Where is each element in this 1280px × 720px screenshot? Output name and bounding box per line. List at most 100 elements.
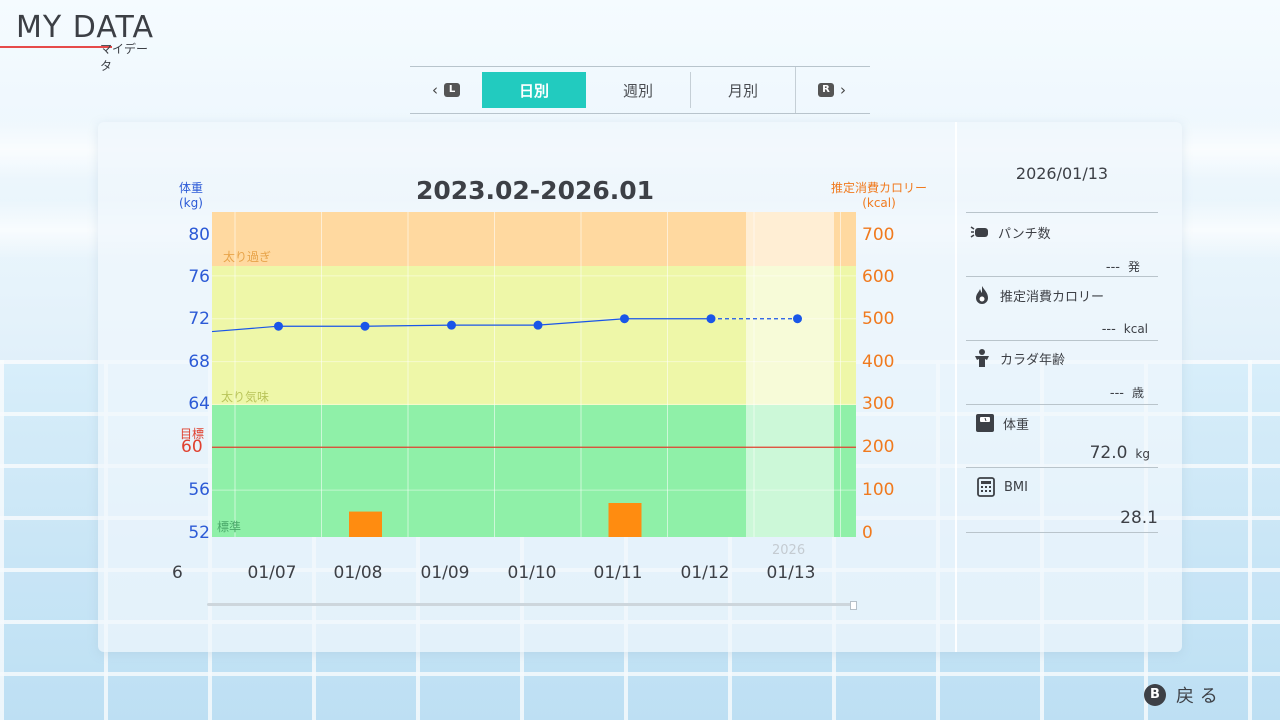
x-tick: 01/12	[680, 563, 730, 583]
right-tick: 400	[862, 352, 895, 372]
b-button-icon: B	[1144, 684, 1166, 706]
target-label: 目標	[180, 427, 205, 441]
weight-number: 72.0	[1089, 443, 1128, 463]
right-tick: 600	[862, 267, 895, 287]
x-tick: 01/11	[593, 563, 643, 583]
calorie-bar	[349, 511, 382, 537]
left-tick: 72	[188, 309, 210, 329]
calorie-unit: kcal	[1123, 322, 1148, 336]
side-divider	[966, 212, 1158, 213]
right-axis-unit-kcal: (kcal)	[862, 196, 896, 210]
weight-point	[447, 320, 456, 330]
body-age-value: --- 歳	[1040, 382, 1144, 401]
chevron-left-icon: ‹	[432, 81, 438, 99]
x-tick: 01/08	[333, 563, 383, 583]
page-title-en: MY DATA	[16, 10, 155, 45]
punch-count-number: ---	[1105, 260, 1120, 275]
period-tabs: ‹ L 日別 週別 月別 R ›	[410, 66, 870, 114]
calorie-bar	[608, 503, 642, 537]
weight-value: 72.0 kg	[1040, 443, 1150, 463]
punch-count-text: パンチ数	[998, 226, 1051, 242]
left-tick: 52	[188, 523, 210, 543]
weight-text: 体重	[1003, 417, 1030, 433]
side-divider	[966, 532, 1158, 533]
weight-point	[620, 314, 629, 324]
punch-icon	[970, 226, 988, 238]
l-button-icon: L	[444, 83, 460, 97]
right-axis-unit: 推定消費カロリー (kcal)	[824, 181, 934, 211]
x-tick: 6	[172, 563, 183, 583]
scale-icon	[976, 414, 994, 432]
x-tick: 01/13	[766, 563, 816, 583]
chevron-right-icon: ›	[840, 81, 846, 99]
weight-label: 体重	[975, 413, 1029, 433]
tab-monthly[interactable]: 月別	[690, 72, 795, 108]
weight-unit: kg	[1135, 447, 1150, 461]
next-tab-button[interactable]: R ›	[795, 67, 868, 113]
calorie-value: --- kcal	[1040, 318, 1148, 337]
left-tick: 56	[188, 480, 210, 500]
calorie-text: 推定消費カロリー	[1000, 289, 1105, 305]
side-divider	[966, 404, 1158, 405]
back-label: 戻 る	[1176, 686, 1218, 707]
left-tick: 76	[188, 267, 210, 287]
bmi-text: BMI	[1004, 479, 1028, 495]
title-underline	[0, 46, 112, 48]
fire-icon	[976, 286, 988, 304]
page-title-jp: マイデータ	[100, 42, 149, 73]
left-tick: 64	[188, 394, 210, 414]
x-tick: 01/10	[507, 563, 557, 583]
left-axis-unit: 体重 (kg)	[179, 181, 203, 211]
selected-date: 2026/01/13	[1015, 164, 1109, 183]
weight-point	[533, 320, 543, 330]
prev-tab-button[interactable]: ‹ L	[410, 67, 482, 113]
weight-point	[706, 314, 716, 324]
weight-point	[360, 321, 370, 331]
right-tick: 700	[862, 225, 895, 245]
panel-divider	[955, 122, 957, 652]
zone-label-standard: 標準	[217, 520, 242, 534]
body-age-number: ---	[1109, 386, 1124, 401]
zone-label-over: 太り過ぎ	[223, 250, 272, 264]
left-tick: 68	[188, 352, 210, 372]
right-tick: 0	[862, 523, 873, 543]
right-tick: 100	[862, 480, 895, 500]
target-value: 60	[181, 437, 203, 457]
right-tick: 300	[862, 394, 895, 414]
side-divider	[966, 467, 1158, 468]
punch-count-value: --- 発	[1040, 256, 1140, 275]
zone-label-slightly-over: 太り気味	[221, 390, 270, 404]
x-tick: 01/07	[247, 563, 297, 583]
body-age-icon	[975, 349, 989, 367]
left-tick: 80	[188, 225, 210, 245]
bmi-label: BMI	[976, 477, 1028, 497]
side-divider	[966, 340, 1158, 341]
selected-day-highlight	[746, 212, 834, 537]
punch-count-label: パンチ数	[970, 222, 1051, 242]
body-age-label: カラダ年齢	[972, 348, 1065, 368]
side-divider	[966, 276, 1158, 277]
x-tick: 01/09	[420, 563, 470, 583]
body-age-unit: 歳	[1131, 386, 1144, 400]
right-tick: 200	[862, 437, 895, 457]
r-button-icon: R	[818, 83, 834, 97]
left-axis-unit-kg: (kg)	[179, 196, 203, 210]
bmi-value: 28.1	[1040, 508, 1158, 528]
scrollbar-thumb[interactable]	[850, 601, 857, 610]
weight-point	[274, 321, 283, 331]
chart-scrollbar[interactable]	[207, 601, 857, 610]
bmi-number: 28.1	[1120, 508, 1158, 528]
punch-count-unit: 発	[1127, 260, 1140, 274]
body-age-text: カラダ年齢	[1000, 352, 1066, 368]
tab-weekly[interactable]: 週別	[622, 81, 653, 100]
right-axis-unit-name: 推定消費カロリー	[830, 181, 927, 195]
weight-point	[793, 314, 802, 324]
right-tick: 500	[862, 309, 895, 329]
tab-daily[interactable]: 日別	[482, 72, 586, 108]
calorie-label: 推定消費カロリー	[972, 285, 1104, 305]
chart-title: 2023.02-2026.01	[415, 176, 655, 205]
calorie-number: ---	[1101, 322, 1116, 337]
back-button[interactable]: B 戻 る	[1144, 682, 1218, 708]
page-title: MY DATA マイデータ	[0, 10, 155, 73]
